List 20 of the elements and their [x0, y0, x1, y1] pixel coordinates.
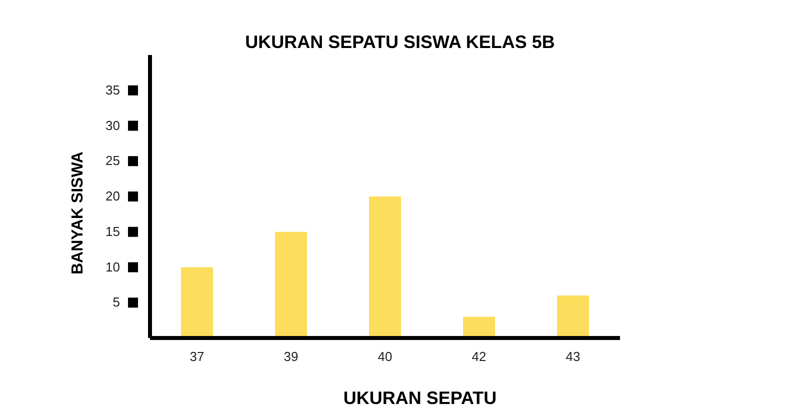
chart-title: UKURAN SEPATU SISWA KELAS 5B [244, 32, 556, 53]
y-tick-label: 5 [112, 294, 120, 310]
y-tick-label: 10 [106, 259, 120, 274]
x-tick-label: 39 [284, 349, 298, 364]
bar [275, 232, 307, 338]
bar [369, 196, 401, 338]
y-tick-label: 30 [106, 118, 120, 133]
bar [557, 296, 589, 338]
x-tick-label: 37 [190, 349, 204, 364]
y-tick-label: 25 [106, 153, 120, 168]
bar [181, 267, 213, 338]
bar [463, 316, 495, 338]
x-tick-label: 42 [472, 349, 486, 364]
x-tick-label: 40 [378, 349, 392, 364]
y-tick-label: 20 [106, 188, 120, 204]
y-tick-label: 15 [106, 224, 120, 239]
y-tick-label: 35 [106, 82, 120, 98]
x-axis-title: UKURAN SEPATU [342, 388, 498, 409]
y-axis-title: BANYAK SISWA [69, 152, 87, 274]
x-tick-label: 43 [566, 349, 580, 364]
